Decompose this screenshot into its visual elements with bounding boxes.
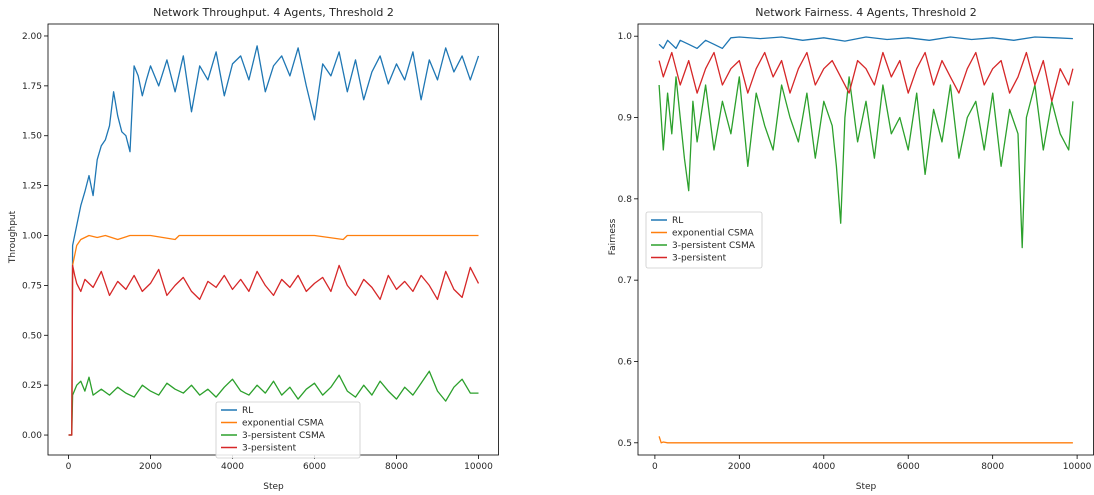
legend-label: exponential CSMA [242,419,325,429]
legend-box [645,211,763,269]
legend-label: exponential CSMA [672,229,755,239]
x-tick-label: 2000 [728,462,751,472]
y-tick-label: 1.00 [22,232,42,242]
y-tick-label: 2.00 [22,32,42,42]
series-line-3-persistent [658,51,1074,102]
legend-box [215,401,361,459]
x-tick-label: 0 [66,462,72,472]
y-tick-label: 1.75 [22,82,42,92]
series-line-exponential-csma [658,436,1073,444]
series-line-3-persistent [68,264,480,436]
x-tick-label: 8000 [981,462,1004,472]
series-line-3-persistent-csma [68,370,479,436]
x-tick-label: 0 [652,462,658,472]
chart-title: Network Throughput. 4 Agents, Threshold … [153,6,394,19]
x-axis-label: Step [856,482,877,492]
y-tick-label: 0.7 [618,276,632,286]
y-tick-label: 1.25 [22,182,42,192]
series-line-rl [658,36,1073,50]
legend-label: 3-persistent CSMA [672,241,756,251]
y-tick-label: 0.6 [618,357,633,367]
legend-label: 3-persistent [242,444,297,454]
x-tick-label: 2000 [139,462,162,472]
x-tick-label: 6000 [897,462,920,472]
x-tick-label: 10000 [1063,462,1092,472]
x-tick-label: 4000 [812,462,835,472]
series-line-rl [68,45,480,436]
y-tick-label: 0.5 [618,439,632,449]
series-line-3-persistent-csma [658,76,1074,249]
y-axis-label: Throughput [8,210,18,264]
throughput-chart: Network Throughput. 4 Agents, Threshold … [8,6,499,492]
x-tick-label: 6000 [303,462,326,472]
x-axis-label: Step [263,482,284,492]
x-tick-label: 4000 [221,462,244,472]
fairness-chart: Network Fairness. 4 Agents, Threshold 2 … [608,6,1094,492]
y-tick-label: 1.50 [22,132,42,142]
legend-label: 3-persistent CSMA [242,431,326,441]
y-tick-label: 0.75 [22,281,42,291]
legend-label: 3-persistent [672,254,727,264]
y-tick-label: 1.0 [618,32,633,42]
y-tick-label: 0.00 [22,431,42,441]
y-tick-label: 0.8 [618,195,633,205]
y-axis-label: Fairness [608,218,618,255]
series-line-exponential-csma [68,234,479,436]
chart-title: Network Fairness. 4 Agents, Threshold 2 [755,6,977,19]
legend: RL exponential CSMA 3-persistent CSMA 3-per… [645,211,763,269]
legend-label: RL [242,406,253,416]
y-tick-label: 0.50 [22,331,42,341]
y-tick-label: 0.25 [22,381,42,391]
x-tick-label: 10000 [464,462,493,472]
plot-frame [47,23,499,456]
legend-label: RL [672,216,683,226]
legend: RL exponential CSMA 3-persistent CSMA 3-per… [215,401,361,459]
x-tick-label: 8000 [385,462,408,472]
y-tick-label: 0.9 [618,114,633,124]
